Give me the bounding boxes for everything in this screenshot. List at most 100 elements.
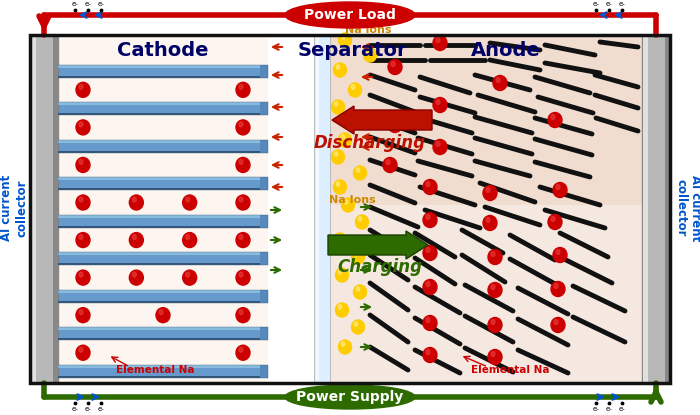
Bar <box>260 102 268 115</box>
Bar <box>58 215 268 218</box>
Bar <box>58 215 268 228</box>
Bar <box>58 151 268 153</box>
Ellipse shape <box>183 195 197 210</box>
Ellipse shape <box>76 345 90 360</box>
Bar <box>58 301 268 303</box>
Bar <box>31 36 36 382</box>
Ellipse shape <box>426 349 430 354</box>
Ellipse shape <box>483 215 497 230</box>
Ellipse shape <box>335 303 349 317</box>
Ellipse shape <box>351 320 365 334</box>
Ellipse shape <box>486 188 490 193</box>
Ellipse shape <box>554 320 558 325</box>
Ellipse shape <box>130 232 144 248</box>
Text: e-: e- <box>97 1 104 7</box>
Ellipse shape <box>423 180 437 195</box>
Ellipse shape <box>76 232 90 248</box>
Ellipse shape <box>554 283 558 288</box>
Ellipse shape <box>342 35 344 39</box>
Ellipse shape <box>491 320 495 325</box>
Text: Charging: Charging <box>337 258 423 276</box>
Ellipse shape <box>388 59 402 75</box>
Bar <box>58 327 268 340</box>
Bar <box>58 35 268 383</box>
Ellipse shape <box>342 342 344 346</box>
Ellipse shape <box>76 82 90 98</box>
Text: Elemental Na: Elemental Na <box>116 365 195 375</box>
Bar <box>58 102 268 115</box>
Bar <box>30 35 670 383</box>
Ellipse shape <box>342 135 344 139</box>
Ellipse shape <box>76 120 90 135</box>
Bar <box>58 290 268 303</box>
Bar <box>58 252 268 265</box>
Ellipse shape <box>338 305 342 309</box>
Bar <box>58 102 268 115</box>
Ellipse shape <box>339 340 351 354</box>
Ellipse shape <box>548 215 562 229</box>
Bar <box>58 102 268 105</box>
Text: Discharging: Discharging <box>314 134 426 152</box>
Ellipse shape <box>356 287 360 291</box>
Ellipse shape <box>551 115 555 120</box>
Bar <box>314 35 330 383</box>
Ellipse shape <box>130 195 144 210</box>
Ellipse shape <box>239 272 243 277</box>
Ellipse shape <box>76 157 90 173</box>
Ellipse shape <box>236 120 250 135</box>
Text: e-: e- <box>593 406 599 412</box>
Bar <box>30 35 670 383</box>
Ellipse shape <box>426 181 430 186</box>
Ellipse shape <box>335 152 337 156</box>
Ellipse shape <box>361 117 365 121</box>
Ellipse shape <box>335 268 349 282</box>
Ellipse shape <box>351 85 355 89</box>
Text: e-: e- <box>619 1 625 7</box>
Ellipse shape <box>496 78 500 83</box>
Ellipse shape <box>339 33 351 47</box>
Ellipse shape <box>356 215 368 229</box>
Text: Al current
collector: Al current collector <box>674 175 700 241</box>
Ellipse shape <box>130 270 144 285</box>
Ellipse shape <box>79 84 83 89</box>
Ellipse shape <box>551 317 565 332</box>
Text: e-: e- <box>71 406 78 412</box>
Text: e-: e- <box>619 406 625 412</box>
Ellipse shape <box>159 310 163 315</box>
Ellipse shape <box>236 195 250 210</box>
Bar <box>260 252 268 265</box>
Ellipse shape <box>433 36 447 51</box>
Ellipse shape <box>556 185 560 190</box>
Bar <box>58 365 268 378</box>
Ellipse shape <box>79 159 83 164</box>
Text: Elemental Na: Elemental Na <box>470 365 550 375</box>
Bar <box>58 65 268 68</box>
Text: Anode: Anode <box>471 41 541 59</box>
Ellipse shape <box>79 272 83 277</box>
Ellipse shape <box>491 251 495 256</box>
Ellipse shape <box>488 349 502 364</box>
Ellipse shape <box>76 195 90 210</box>
Ellipse shape <box>366 50 370 54</box>
Ellipse shape <box>486 217 490 222</box>
Ellipse shape <box>79 347 83 352</box>
Ellipse shape <box>556 249 560 254</box>
Ellipse shape <box>354 252 358 256</box>
Bar <box>260 365 268 378</box>
Ellipse shape <box>339 133 351 147</box>
Ellipse shape <box>338 270 342 274</box>
Ellipse shape <box>433 98 447 112</box>
Ellipse shape <box>236 345 250 360</box>
Ellipse shape <box>354 285 367 299</box>
Ellipse shape <box>386 159 390 164</box>
Ellipse shape <box>132 234 137 239</box>
Bar <box>58 113 268 115</box>
Ellipse shape <box>423 246 437 261</box>
Text: e-: e- <box>606 406 612 412</box>
Ellipse shape <box>333 63 346 77</box>
Ellipse shape <box>239 122 243 127</box>
Ellipse shape <box>156 308 170 323</box>
Ellipse shape <box>349 83 361 97</box>
Ellipse shape <box>391 120 395 124</box>
Bar <box>58 188 268 190</box>
